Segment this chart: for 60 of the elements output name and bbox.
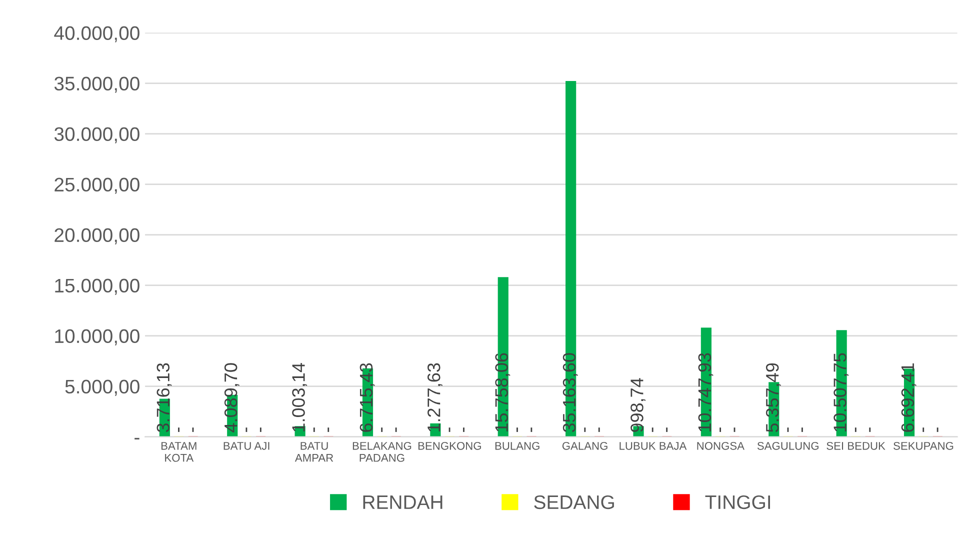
data-label: - [598,428,600,432]
data-label: 35.163,60 [562,353,578,432]
data-label: 998,74 [630,378,646,432]
data-label: - [530,428,532,432]
y-tick-label: 20.000,00 [54,228,140,244]
data-label: - [922,428,924,432]
data-label: - [246,428,248,432]
data-label: - [787,428,789,432]
x-tick-label: BULANG [495,442,540,450]
x-tick-label: SAGULUNG [757,442,818,450]
y-tick-label: 40.000,00 [54,26,140,42]
y-tick-label: 5.000,00 [65,380,140,396]
legend-label: RENDAH [363,496,442,509]
data-label: - [381,428,383,432]
data-label: - [448,428,450,432]
data-label: - [328,428,330,432]
data-label: - [854,428,856,432]
x-tick-label: GALANG [562,442,608,450]
data-label: - [178,428,180,432]
data-label: - [584,428,586,432]
data-label: 6.715,43 [360,363,375,432]
data-label: 1.003,14 [292,363,308,432]
data-label: - [869,428,871,432]
x-tick-label: SEI BEDUK [826,442,886,450]
data-label: 4.089,70 [224,363,240,432]
x-tick-label: BENGKONG [418,442,481,450]
data-label: - [801,428,803,432]
x-tick-label: BELAKANG PADANG [352,442,412,462]
data-label: - [313,428,315,432]
data-label: 15.758,06 [495,353,510,432]
data-label: - [734,428,736,432]
legend-label: TINGGI [705,495,770,510]
data-label: - [260,428,262,432]
data-label: 10.747,93 [698,353,714,432]
x-tick-label: BATU AJI [224,442,270,450]
data-label: 6.692,41 [901,363,916,432]
data-label: 1.277,63 [428,363,442,432]
data-label: - [936,428,938,432]
y-tick-label: 30.000,00 [54,127,140,144]
x-tick-label: SEKUPANG [894,442,954,450]
x-tick-label: BATAM KOTA [161,442,196,462]
data-label: - [192,428,194,432]
data-label: - [395,428,397,432]
data-label: - [463,428,464,432]
data-label: - [666,428,668,432]
data-label: - [652,428,654,432]
data-label: 5.357,49 [766,363,781,432]
x-tick-label: NONGSA [697,442,744,450]
data-label: - [720,428,721,432]
data-label: - [516,428,518,432]
x-tick-label: LUBUK BAJA [620,442,687,450]
y-tick-label: 35.000,00 [54,76,140,93]
legend-label: SEDANG [534,495,614,510]
y-tick-label: 10.000,00 [55,329,140,346]
y-tick-label: - [134,438,140,440]
y-tick-label: 15.000,00 [55,278,140,295]
data-label: 3.716,13 [156,363,172,432]
y-tick-label: 25.000,00 [54,178,140,194]
x-tick-label: BATU AMPAR [294,442,334,462]
data-label: 10.507,75 [834,353,849,432]
